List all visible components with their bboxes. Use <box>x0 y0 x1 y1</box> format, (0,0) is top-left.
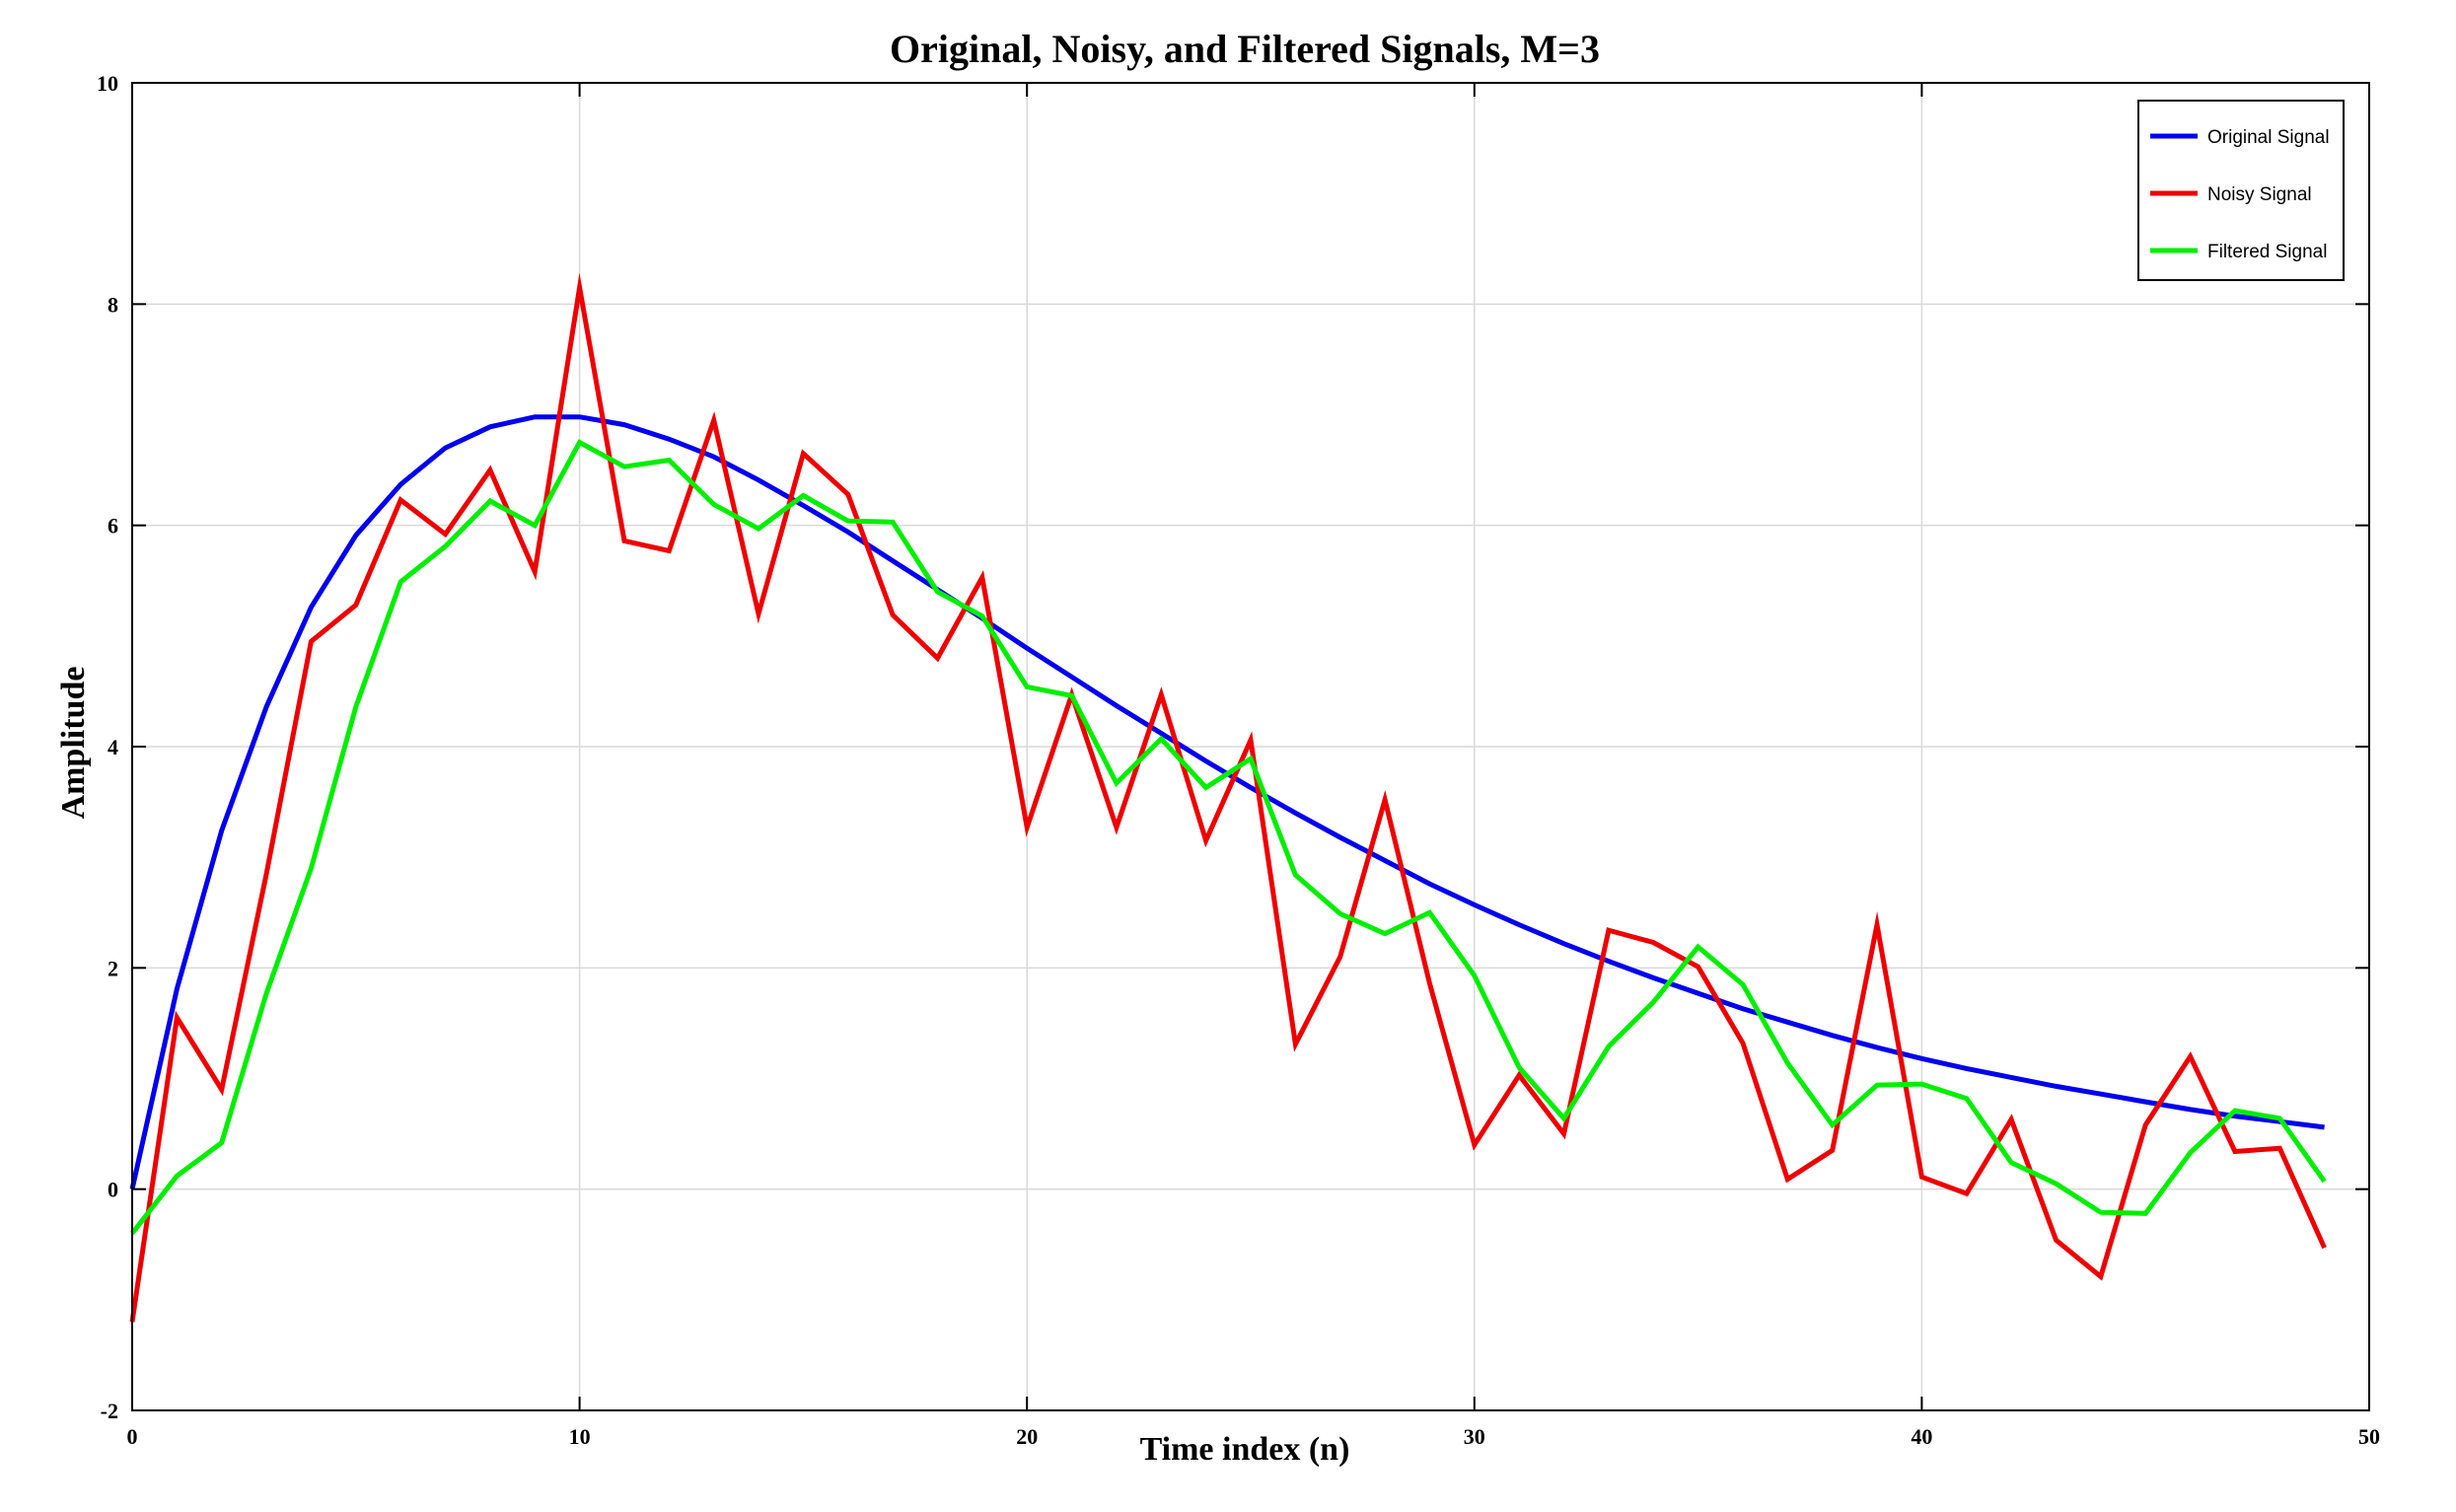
series-line-1 <box>129 272 2327 1323</box>
legend-box <box>2137 100 2345 281</box>
x-axis-label: Time index (n) <box>1140 1431 1350 1468</box>
chart-title: Original, Noisy, and Filtered Signals, M… <box>890 27 1600 71</box>
y-axis-label: Amplitude <box>55 667 92 820</box>
legend: Original Signal Noisy Signal Filtered Sign… <box>2137 100 2345 281</box>
y-tick-label: 6 <box>108 514 118 539</box>
legend-entry-label: Noisy Signal <box>2207 184 2312 205</box>
series-line-2 <box>130 439 2327 1236</box>
legend-entry-label: Filtered Signal <box>2207 242 2327 262</box>
y-tick-label: 2 <box>108 956 118 980</box>
y-tick-label: -2 <box>101 1399 118 1423</box>
x-tick-label: 10 <box>569 1424 591 1449</box>
axis-ticks: 0 10 20 30 40 50 -2 0 2 4 6 8 10 <box>97 71 2380 1449</box>
x-tick-label: 50 <box>2358 1424 2380 1449</box>
x-tick-label: 20 <box>1016 1424 1038 1449</box>
legend-entry-label: Original Signal <box>2207 127 2330 148</box>
y-tick-label: 4 <box>108 735 118 759</box>
y-tick-label: 8 <box>108 292 118 317</box>
x-tick-label: 30 <box>1464 1424 1485 1449</box>
y-tick-label: 10 <box>97 71 118 96</box>
x-tick-label: 0 <box>127 1424 138 1449</box>
y-tick-label: 0 <box>108 1178 118 1202</box>
x-tick-label: 40 <box>1911 1424 1932 1449</box>
series-lines <box>129 272 2327 1323</box>
